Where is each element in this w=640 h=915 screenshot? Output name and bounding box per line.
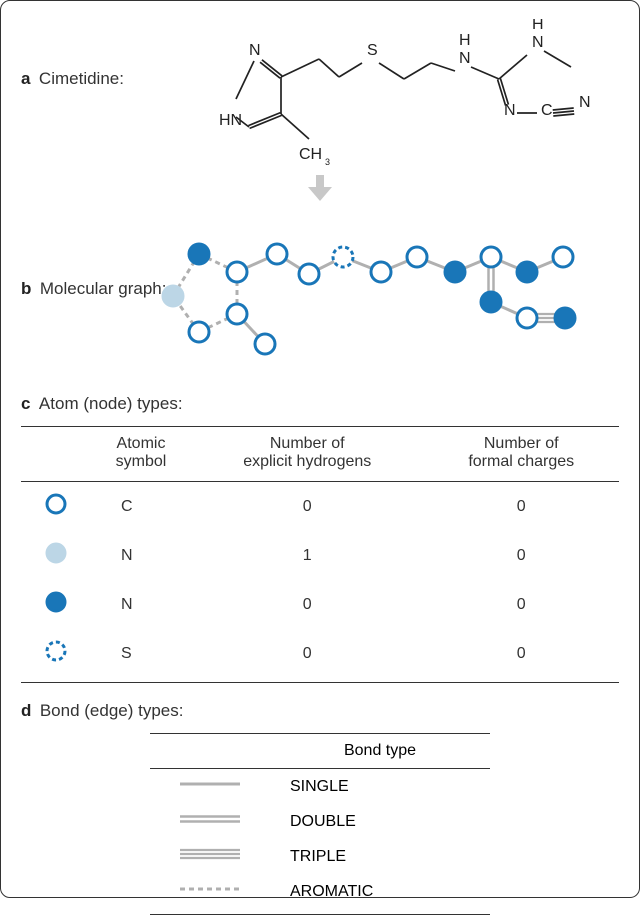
panel-c-label: c Atom (node) types:	[21, 394, 619, 414]
panel-d-label: d Bond (edge) types:	[21, 701, 619, 721]
svg-text:S: S	[367, 42, 378, 59]
svg-text:N: N	[579, 94, 591, 111]
atom-icon	[21, 482, 91, 532]
atom-symbol: N	[91, 531, 191, 580]
panel-b-label: b Molecular graph:	[21, 279, 166, 299]
panel-a: a Cimetidine: NSHNHNNNHNCH3C	[21, 19, 619, 169]
panel-d-tag: d	[21, 701, 31, 720]
bond-label: DOUBLE	[270, 804, 490, 839]
bond-line-icon	[150, 769, 270, 805]
panel-a-tag: a	[21, 69, 30, 88]
svg-text:CH: CH	[299, 146, 322, 163]
atom-table-header: Number offormal charges	[423, 427, 619, 482]
chemical-structure: NSHNHNNNHNCH3C	[209, 19, 609, 169]
panel-b: b Molecular graph:	[21, 214, 619, 384]
atom-table-header: Atomicsymbol	[91, 427, 191, 482]
panel-c: c Atom (node) types: AtomicsymbolNumber …	[21, 394, 619, 683]
atom-icon	[21, 531, 91, 580]
panel-a-label: a Cimetidine:	[21, 69, 124, 89]
atom-icon	[21, 580, 91, 629]
svg-text:3: 3	[325, 157, 330, 167]
svg-text:N: N	[532, 34, 544, 51]
panel-d-title: Bond (edge) types:	[40, 701, 184, 720]
atom-symbol: N	[91, 580, 191, 629]
atom-symbol: S	[91, 629, 191, 683]
panel-c-title: Atom (node) types:	[39, 394, 183, 413]
bond-line-icon	[150, 839, 270, 874]
atom-type-table: AtomicsymbolNumber ofexplicit hydrogensN…	[21, 426, 619, 683]
atom-charges: 0	[423, 482, 619, 532]
atom-charges: 0	[423, 580, 619, 629]
svg-text:N: N	[249, 42, 261, 59]
atom-hydrogens: 1	[191, 531, 423, 580]
bond-label: AROMATIC	[270, 874, 490, 915]
bond-label: SINGLE	[270, 769, 490, 805]
svg-text:C: C	[541, 102, 553, 119]
svg-text:HN: HN	[219, 112, 242, 129]
arrow-down-icon	[21, 173, 619, 208]
atom-hydrogens: 0	[191, 482, 423, 532]
svg-text:N: N	[459, 50, 471, 67]
svg-text:H: H	[459, 32, 471, 49]
atom-charges: 0	[423, 629, 619, 683]
svg-text:N: N	[504, 102, 516, 119]
atom-charges: 0	[423, 531, 619, 580]
atom-hydrogens: 0	[191, 629, 423, 683]
panel-b-tag: b	[21, 279, 31, 298]
figure-container: a Cimetidine: NSHNHNNNHNCH3C b Molecular…	[0, 0, 640, 898]
bond-label: TRIPLE	[270, 839, 490, 874]
atom-table-header: Number ofexplicit hydrogens	[191, 427, 423, 482]
atom-table-header	[21, 427, 91, 482]
panel-d: d Bond (edge) types: Bond typeSINGLEDOUB…	[21, 701, 619, 915]
molecular-graph	[159, 224, 589, 364]
bond-line-icon	[150, 874, 270, 915]
panel-c-tag: c	[21, 394, 30, 413]
bond-table-header: Bond type	[270, 734, 490, 769]
panel-b-title: Molecular graph:	[40, 279, 167, 298]
panel-a-title: Cimetidine:	[39, 69, 124, 88]
svg-text:H: H	[532, 19, 544, 33]
atom-icon	[21, 629, 91, 683]
bond-line-icon	[150, 804, 270, 839]
atom-hydrogens: 0	[191, 580, 423, 629]
bond-type-table: Bond typeSINGLEDOUBLETRIPLEAROMATIC	[150, 733, 490, 915]
atom-symbol: C	[91, 482, 191, 532]
